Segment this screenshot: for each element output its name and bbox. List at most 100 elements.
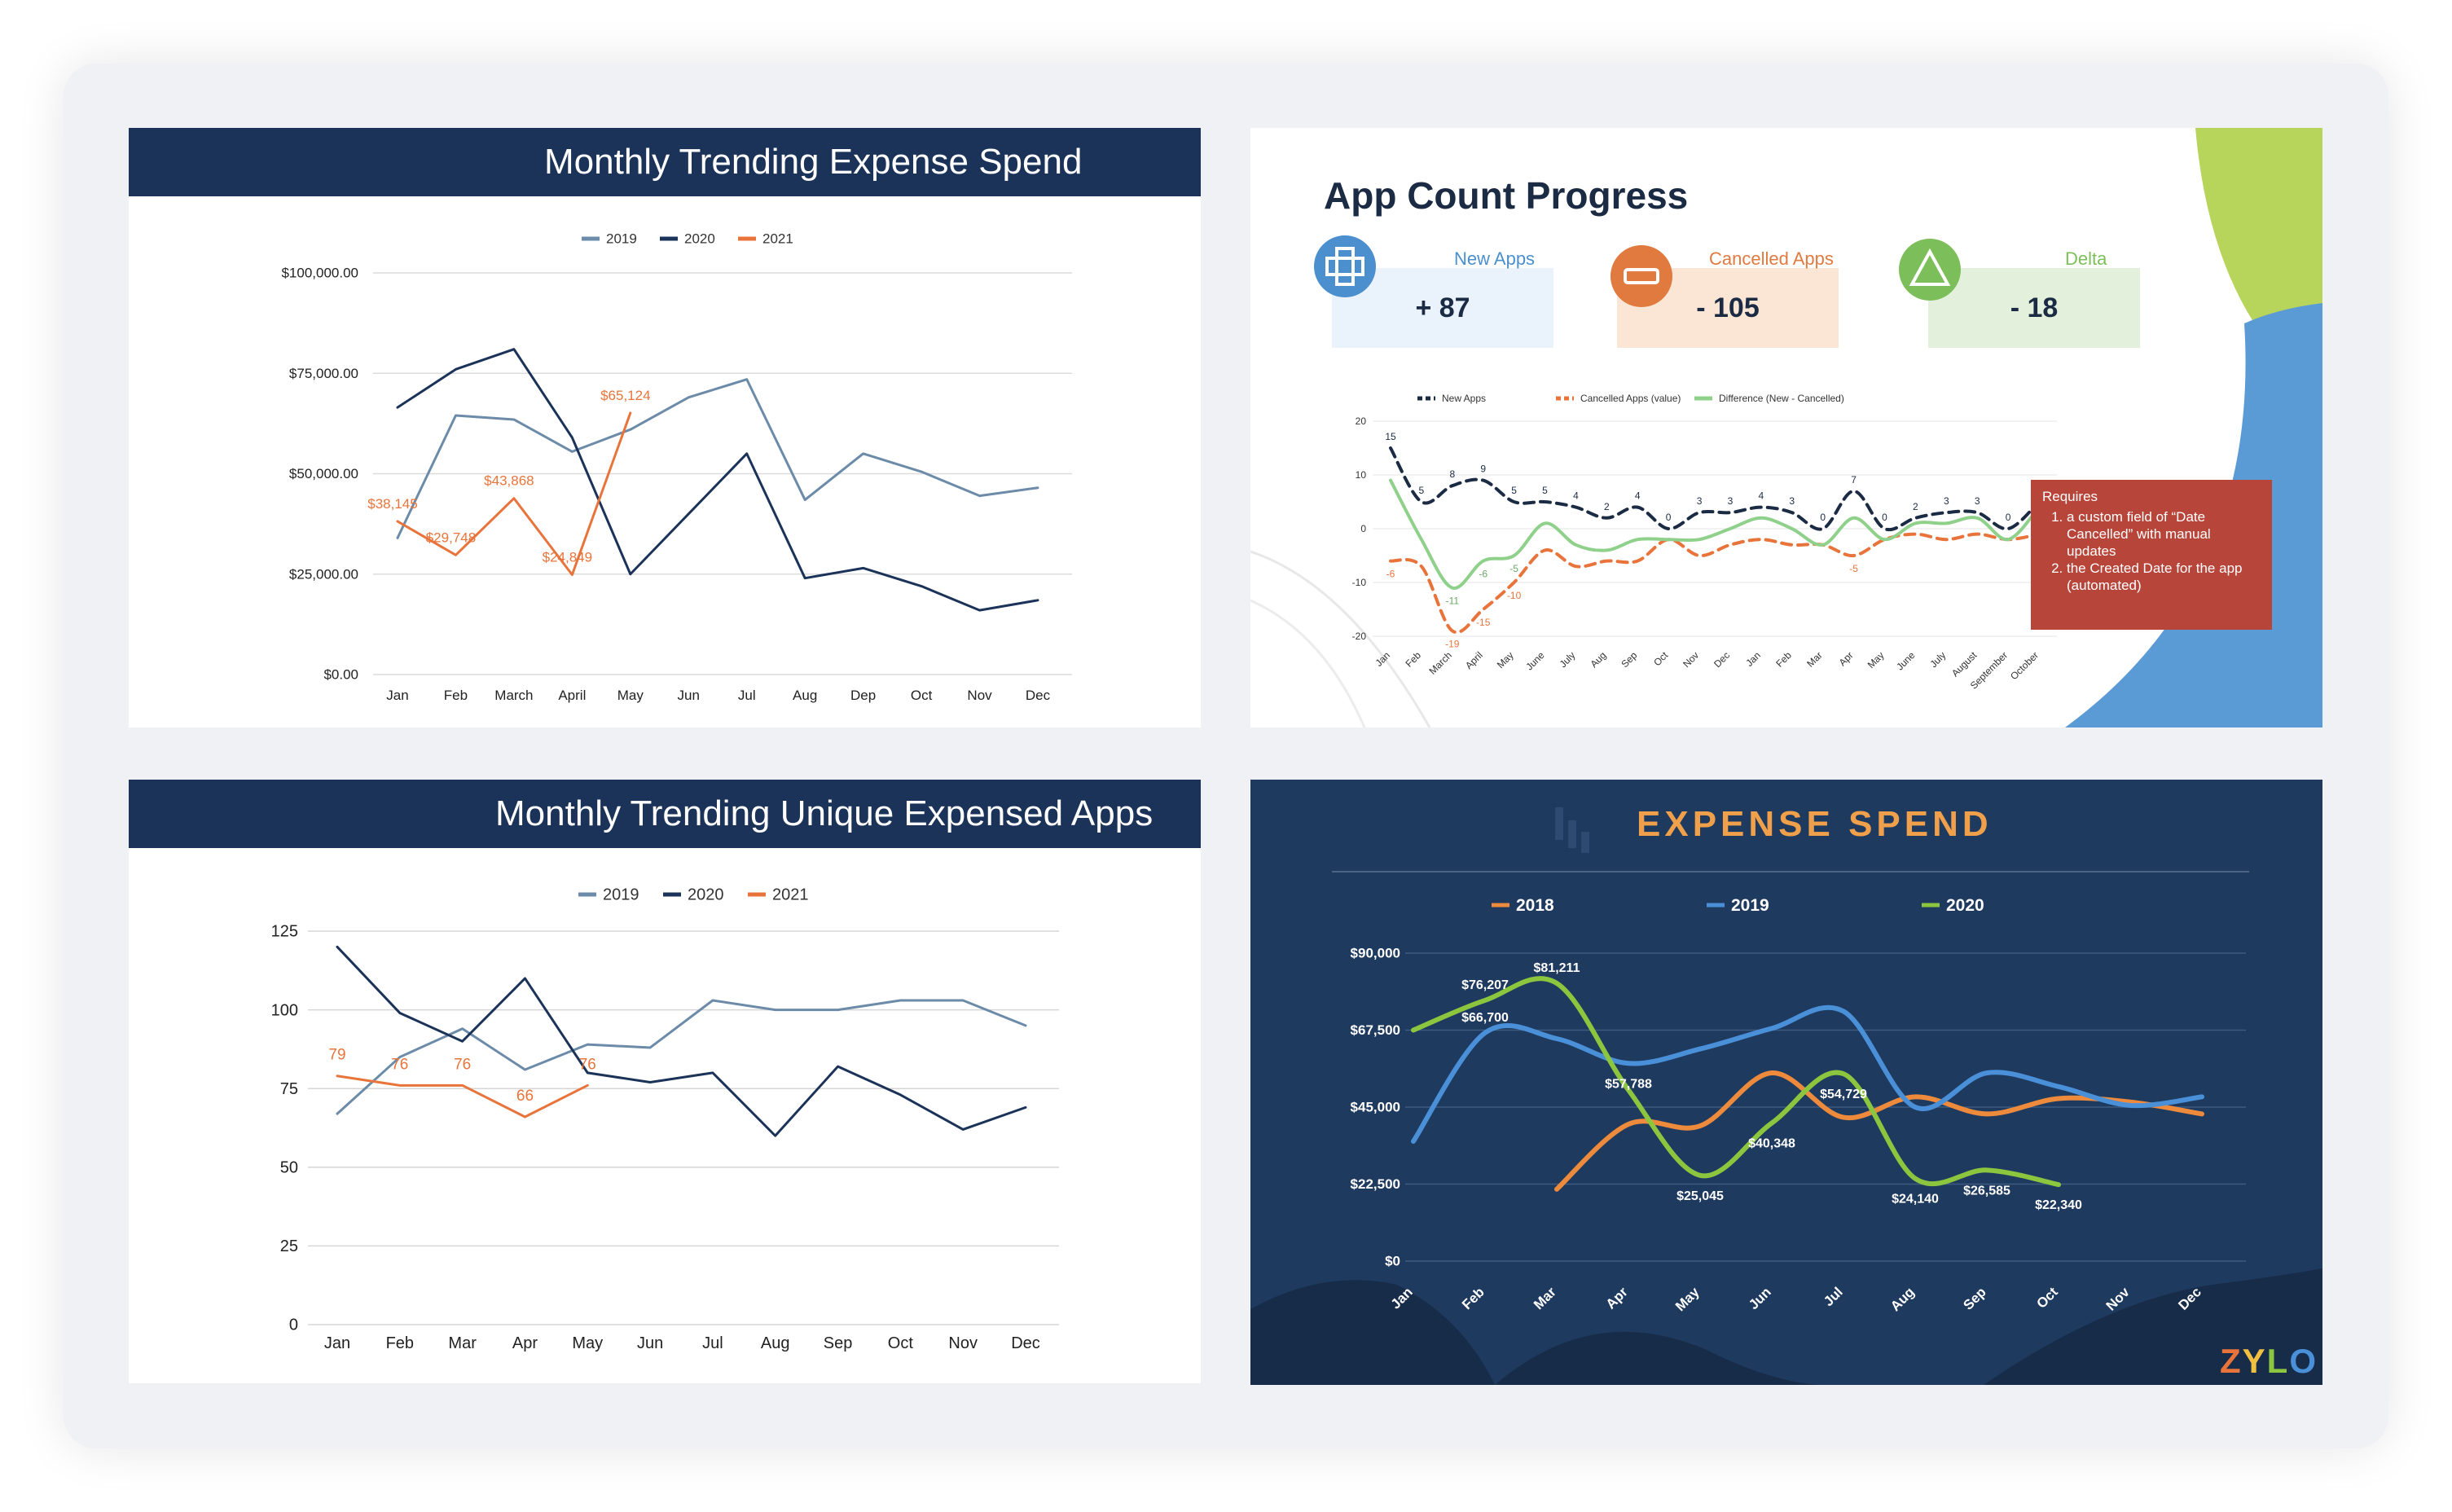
x-tick-label: August xyxy=(1949,649,1980,679)
legend-label: 2020 xyxy=(684,231,715,247)
point-label: 3 xyxy=(1944,495,1949,507)
point-label: 2 xyxy=(1913,501,1918,512)
x-tick-label: Apr xyxy=(512,1334,538,1352)
y-tick-label: $45,000 xyxy=(1351,1100,1400,1115)
data-label: $81,211 xyxy=(1534,961,1580,975)
y-tick-label: 10 xyxy=(1356,469,1367,481)
point-label: 0 xyxy=(1882,512,1887,523)
data-label: $24,140 xyxy=(1892,1193,1939,1207)
new-apps-label: New Apps xyxy=(1454,248,1536,269)
x-tick-label: Mar xyxy=(448,1334,477,1352)
x-tick-label: March xyxy=(494,688,533,703)
expense-spend-panel: Monthly Trending Expense Spend $0.00 $25,… xyxy=(129,128,1201,727)
series-line xyxy=(336,999,1027,1115)
x-tick-label: Feb xyxy=(1773,649,1794,670)
point-label: 8 xyxy=(1449,468,1455,480)
x-tick-label: April xyxy=(1463,649,1485,671)
series-line xyxy=(396,378,1039,539)
legend-label: 2019 xyxy=(1731,896,1769,915)
legend-label: Cancelled Apps (value) xyxy=(1580,393,1681,404)
x-tick-label: Oct xyxy=(1651,649,1671,669)
series-line xyxy=(1389,478,2041,590)
mountain-background xyxy=(1250,1268,2322,1385)
x-tick-label: July xyxy=(1927,649,1948,670)
delta-label: Delta xyxy=(2065,248,2107,269)
point-label: -6 xyxy=(1479,569,1487,580)
point-label: 3 xyxy=(1728,495,1734,507)
data-label: $24,849 xyxy=(543,549,592,565)
data-label: $25,045 xyxy=(1676,1189,1724,1203)
x-tick-label: Apr xyxy=(1603,1284,1631,1312)
x-tick-label: Nov xyxy=(1681,649,1701,670)
x-tick-label: July xyxy=(1558,649,1578,670)
x-tick-label: Nov xyxy=(2103,1284,2133,1314)
x-tick-label: May xyxy=(617,688,644,703)
delta-value: - 18 xyxy=(1928,268,2140,348)
y-tick-label: -20 xyxy=(1352,631,1367,642)
expense-spend-title: Monthly Trending Expense Spend xyxy=(544,142,1083,182)
y-tick-label: 0 xyxy=(289,1316,298,1334)
point-label: -5 xyxy=(1849,563,1858,574)
note-item: the Created Date for the app (automated) xyxy=(2067,560,2261,594)
bars-icon xyxy=(1555,807,1589,853)
legend-label: 2018 xyxy=(1516,896,1554,915)
y-tick-label: $67,500 xyxy=(1351,1022,1400,1038)
x-tick-label: Jun xyxy=(637,1334,663,1352)
point-label: 0 xyxy=(1820,512,1826,523)
point-label: 3 xyxy=(1697,495,1703,507)
app-count-panel: App Count Progress + 87 - 105 - 18 New A… xyxy=(1250,128,2322,727)
x-tick-label: Dec xyxy=(1026,688,1051,703)
unique-apps-chart: 0 25 50 75 100 125 Jan Feb Mar Apr May Jun Jul Aug Sep… xyxy=(271,886,1059,1352)
x-tick-label: Mar xyxy=(1804,649,1825,670)
x-tick-label: Aug xyxy=(761,1334,790,1352)
legend-label: 2020 xyxy=(688,886,724,904)
data-label: $38,145 xyxy=(367,496,417,512)
point-label: 9 xyxy=(1480,464,1486,475)
unique-apps-title: Monthly Trending Unique Expensed Apps xyxy=(495,793,1153,833)
series-line xyxy=(336,945,1027,1137)
x-tick-label: Aug xyxy=(1887,1284,1918,1314)
x-tick-label: Aug xyxy=(793,688,817,703)
x-tick-label: Jun xyxy=(1746,1284,1774,1312)
x-tick-label: June xyxy=(1523,649,1547,673)
point-label: 4 xyxy=(1635,490,1641,502)
series-line xyxy=(336,1075,589,1119)
data-label: 76 xyxy=(454,1056,471,1073)
note-item: a custom field of “Date Cancelled” with … xyxy=(2067,508,2261,560)
x-tick-label: May xyxy=(572,1334,603,1352)
x-tick-label: May xyxy=(1495,649,1516,670)
app-count-title: App Count Progress xyxy=(1324,174,1689,217)
y-tick-label: $100,000.00 xyxy=(281,266,358,281)
point-label: -19 xyxy=(1445,638,1460,649)
series-line xyxy=(1554,1070,2204,1192)
point-label: 5 xyxy=(1511,485,1517,496)
y-tick-label: $90,000 xyxy=(1351,946,1400,961)
x-tick-label: Feb xyxy=(1403,649,1423,670)
y-tick-label: 0 xyxy=(1360,523,1366,534)
data-label: $65,124 xyxy=(600,388,650,403)
data-label: 76 xyxy=(391,1056,408,1073)
cancelled-apps-label: Cancelled Apps xyxy=(1709,248,1834,269)
point-label: -11 xyxy=(1446,596,1460,607)
y-tick-label: $75,000.00 xyxy=(289,366,358,381)
legend-label: Difference (New - Cancelled) xyxy=(1719,393,1844,404)
point-label: 3 xyxy=(1975,495,1980,507)
y-tick-label: 20 xyxy=(1356,415,1367,427)
x-tick-label: Oct xyxy=(888,1334,914,1352)
panel-title-bar: Monthly Trending Expense Spend xyxy=(129,128,1201,196)
legend-label: 2019 xyxy=(603,886,639,904)
legend-label: 2019 xyxy=(606,231,637,247)
point-label: -10 xyxy=(1507,590,1522,601)
x-tick-label: April xyxy=(558,688,586,703)
x-tick-label: Aug xyxy=(1588,649,1608,670)
x-tick-label: Jan xyxy=(1743,649,1763,669)
y-tick-label: $0.00 xyxy=(323,667,358,683)
expense-spend-chart: $0.00 $25,000.00 $50,000.00 $75,000.00 $100,… xyxy=(281,231,1072,703)
x-tick-label: Jul xyxy=(702,1334,723,1352)
data-label: 79 xyxy=(328,1047,345,1064)
legend-label: 2021 xyxy=(772,886,809,904)
x-tick-label: Jan xyxy=(1388,1284,1416,1312)
zylo-expense-panel: EXPENSE SPEND $0 $22,500 $45,000 $67,500 $90… xyxy=(1250,780,2322,1385)
x-tick-label: Jun xyxy=(678,688,700,703)
